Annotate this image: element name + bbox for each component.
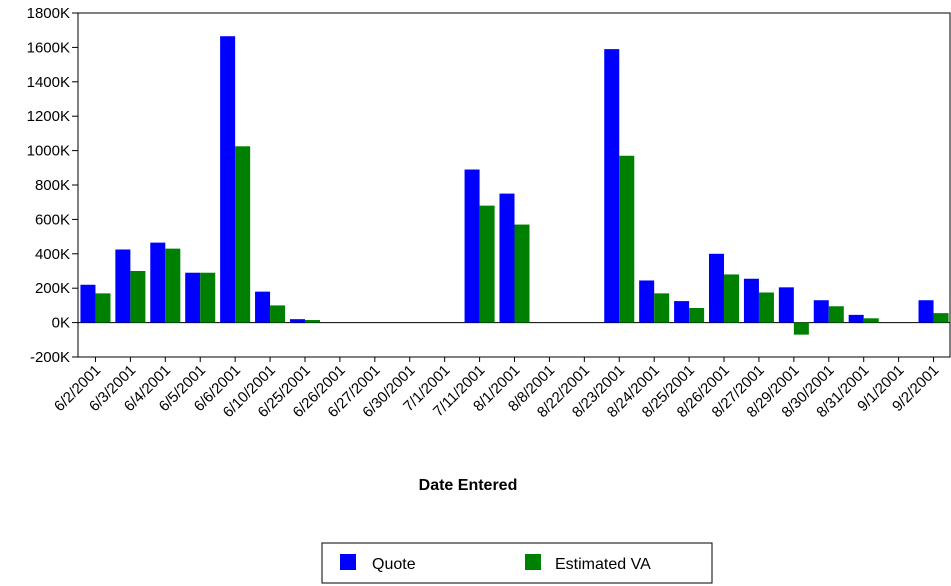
bar-estimated-va xyxy=(793,322,809,335)
y-tick-label: 800K xyxy=(35,177,70,194)
legend-box xyxy=(321,542,713,584)
bar-estimated-va xyxy=(654,293,670,323)
y-tick-label: 1400K xyxy=(27,74,70,91)
bar-estimated-va xyxy=(270,305,286,323)
bar-quote xyxy=(743,278,759,323)
legend-swatch-estimated-va xyxy=(525,554,541,570)
bar-estimated-va xyxy=(479,205,495,323)
legend-label-quote: Quote xyxy=(372,556,416,573)
bar-quote xyxy=(185,272,201,323)
bar-estimated-va xyxy=(758,292,774,323)
bar-estimated-va xyxy=(95,293,111,323)
bar-quote xyxy=(289,319,305,323)
bar-quote xyxy=(150,242,166,323)
bar-quote xyxy=(813,300,829,323)
x-axis: 6/2/20016/3/20016/4/20016/5/20016/6/2001… xyxy=(51,357,942,421)
y-tick-label: 1800K xyxy=(27,5,70,22)
y-tick-label: 1000K xyxy=(27,143,70,160)
bar-quote xyxy=(80,284,96,323)
bar-estimated-va xyxy=(828,306,844,323)
legend: Quote Estimated VA xyxy=(321,542,713,584)
y-tick-label: 0K xyxy=(52,315,70,332)
y-tick-label: 1600K xyxy=(27,39,70,56)
bar-quote xyxy=(918,300,934,323)
y-tick-label: -200K xyxy=(30,349,70,366)
bar-estimated-va xyxy=(304,320,320,323)
plot-area xyxy=(77,12,951,358)
bar-quote xyxy=(220,36,236,323)
y-axis: -200K 0K 200K 400K 600K 800K 1000K 1200K 1400K 16… xyxy=(27,5,78,366)
bar-estimated-va xyxy=(933,313,949,323)
legend-label-estimated-va: Estimated VA xyxy=(555,556,651,573)
bar-estimated-va xyxy=(130,271,146,323)
y-tick-label: 1200K xyxy=(27,108,70,125)
bar-estimated-va xyxy=(200,272,216,323)
bar-quote xyxy=(604,49,620,323)
y-tick-label: 400K xyxy=(35,246,70,263)
legend-swatch-quote xyxy=(340,554,356,570)
bar-quote xyxy=(848,314,864,323)
bar-estimated-va xyxy=(863,318,879,323)
bar-estimated-va xyxy=(689,307,705,323)
bar-estimated-va xyxy=(514,224,530,323)
x-axis-title: Date Entered xyxy=(419,477,518,494)
bar-quote xyxy=(674,301,690,323)
bar-quote xyxy=(115,249,131,323)
y-tick-label: 200K xyxy=(35,280,70,297)
bar-estimated-va xyxy=(165,248,181,323)
bar-estimated-va xyxy=(235,146,251,323)
y-tick-label: 600K xyxy=(35,211,70,228)
bar-quote xyxy=(639,280,655,323)
bar-quote xyxy=(778,287,794,323)
bar-quote xyxy=(499,193,515,323)
bar-estimated-va xyxy=(619,155,635,323)
bar-quote xyxy=(255,291,271,323)
bar-quote xyxy=(709,253,725,323)
bar-quote xyxy=(464,169,480,323)
bar-estimated-va xyxy=(724,274,740,323)
